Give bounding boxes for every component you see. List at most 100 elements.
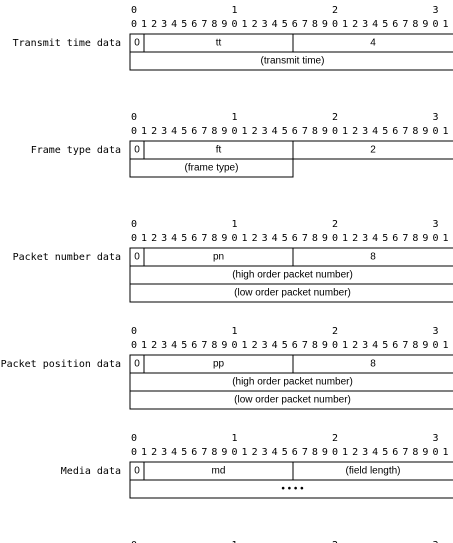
ruler-units-digit: 0 [432, 233, 438, 244]
ruler-units-digit: 1 [242, 126, 248, 137]
ruler-tens-digit: 0 [131, 112, 137, 123]
ruler-tens-digit: 0 [131, 219, 137, 230]
ruler-units-digit: 5 [282, 340, 288, 351]
ruler-units-digit: 2 [151, 447, 157, 458]
ruler-units-digit: 2 [252, 233, 258, 244]
block-packet-number: 0 1 2 30 1 2 3 4 5 6 7 8 9 0 1 2 3 4 5 6 7 8 9 0 1 2 3 4 5 6 7 8 9 0 1Pack… [13, 219, 453, 302]
ruler-units-digit: 4 [171, 19, 177, 30]
ruler-tens-digit: 3 [432, 433, 438, 444]
ruler-units-digit: 9 [322, 233, 328, 244]
data-row-text: (high order packet number) [232, 377, 353, 388]
ruler-units-digit: 0 [332, 233, 338, 244]
ruler-units-digit: 4 [272, 233, 278, 244]
block-label: Packet position data [1, 359, 121, 370]
type-field: pp [213, 359, 225, 370]
ruler-units-digit: 8 [211, 126, 217, 137]
ruler-units-digit: 4 [171, 233, 177, 244]
ruler-tens-digit: 3 [432, 112, 438, 123]
ruler-units-digit: 6 [392, 340, 398, 351]
ruler-tens-digit: 2 [332, 433, 338, 444]
block-transmit-time: 0 1 2 30 1 2 3 4 5 6 7 8 9 0 1 2 3 4 5 6 7 8 9 0 1 2 3 4 5 6 7 8 9 0 1Tran… [13, 5, 453, 70]
ruler-units-digit: 6 [191, 19, 197, 30]
ruler-units-digit: 5 [181, 126, 187, 137]
ruler-units-digit: 5 [181, 233, 187, 244]
header-row-box [130, 141, 453, 159]
ruler-units-digit: 2 [352, 233, 358, 244]
length-field: 4 [370, 38, 376, 49]
ruler-units-digit: 2 [151, 126, 157, 137]
ruler-units-digit: 3 [161, 447, 167, 458]
ruler-units-digit: 7 [201, 126, 207, 137]
ruler-units-digit: 1 [443, 19, 449, 30]
ruler-units-digit: 1 [141, 340, 147, 351]
ruler-units-digit: 3 [161, 126, 167, 137]
data-row-text: • • • • [281, 484, 304, 495]
ruler-units-digit: 9 [221, 126, 227, 137]
ruler-units-digit: 1 [141, 19, 147, 30]
ruler-units-digit: 8 [312, 126, 318, 137]
block-label: Transmit time data [13, 38, 121, 49]
ruler-units-digit: 5 [282, 126, 288, 137]
ruler-units-digit: 6 [292, 233, 298, 244]
ruler-units-digit: 1 [443, 340, 449, 351]
ruler-units-digit: 1 [242, 233, 248, 244]
ruler-units-digit: 8 [211, 340, 217, 351]
ruler-units-digit: 5 [181, 340, 187, 351]
ruler-units-digit: 1 [141, 126, 147, 137]
ruler-tens-digit: 1 [231, 5, 237, 16]
data-row-text: (transmit time) [261, 56, 325, 67]
ruler-units-digit: 4 [372, 447, 378, 458]
ruler-units-digit: 5 [382, 19, 388, 30]
ruler-units-digit: 0 [131, 19, 137, 30]
ruler-units-digit: 1 [443, 233, 449, 244]
ruler-tens-digit: 0 [131, 5, 137, 16]
ruler-tens-digit: 0 [131, 433, 137, 444]
ruler-units-digit: 0 [131, 447, 137, 458]
ruler-units-digit: 8 [312, 447, 318, 458]
ruler-units-digit: 8 [312, 340, 318, 351]
ruler-units-digit: 4 [171, 340, 177, 351]
ruler-units-digit: 5 [282, 447, 288, 458]
block-media: 0 1 2 30 1 2 3 4 5 6 7 8 9 0 1 2 3 4 5 6 7 8 9 0 1 2 3 4 5 6 7 8 9 0 1Medi… [61, 433, 453, 498]
ruler-units-digit: 6 [191, 340, 197, 351]
ruler-units-digit: 4 [372, 126, 378, 137]
ruler-units-digit: 8 [412, 233, 418, 244]
ruler-units-digit: 0 [131, 340, 137, 351]
ruler-units-digit: 7 [302, 340, 308, 351]
ruler-units-digit: 0 [131, 233, 137, 244]
ruler-units-digit: 8 [211, 233, 217, 244]
ruler-units-digit: 0 [432, 126, 438, 137]
ruler-units-digit: 5 [382, 126, 388, 137]
ruler-units-digit: 4 [372, 233, 378, 244]
ruler-units-digit: 7 [201, 447, 207, 458]
header-row-box [130, 462, 453, 480]
ruler-units-digit: 7 [402, 340, 408, 351]
ruler-units-digit: 9 [422, 126, 428, 137]
ruler-tens-digit: 1 [231, 219, 237, 230]
ruler-units-digit: 5 [282, 19, 288, 30]
ruler-tens-digit: 2 [332, 5, 338, 16]
ruler-tens-digit: 3 [432, 326, 438, 337]
ruler-units-digit: 9 [422, 19, 428, 30]
ruler-tens-digit: 1 [231, 326, 237, 337]
length-field: 8 [370, 252, 376, 263]
ruler-units-digit: 8 [412, 340, 418, 351]
ruler-units-digit: 7 [201, 19, 207, 30]
ruler-units-digit: 3 [161, 19, 167, 30]
flag-field: 0 [134, 38, 140, 49]
ruler-units-digit: 6 [392, 233, 398, 244]
ruler-units-digit: 0 [332, 19, 338, 30]
ruler-units-digit: 3 [362, 19, 368, 30]
data-row-text: (low order packet number) [234, 395, 351, 406]
length-field: 8 [370, 359, 376, 370]
ruler-units-digit: 7 [201, 340, 207, 351]
ruler-units-digit: 7 [302, 233, 308, 244]
ruler-units-digit: 1 [342, 340, 348, 351]
ruler-units-digit: 2 [252, 340, 258, 351]
ruler-units-digit: 1 [141, 447, 147, 458]
flag-field: 0 [134, 466, 140, 477]
ruler-units-digit: 3 [362, 447, 368, 458]
ruler-tens-digit: 3 [432, 219, 438, 230]
ruler-units-digit: 3 [161, 340, 167, 351]
ruler-units-digit: 5 [181, 19, 187, 30]
